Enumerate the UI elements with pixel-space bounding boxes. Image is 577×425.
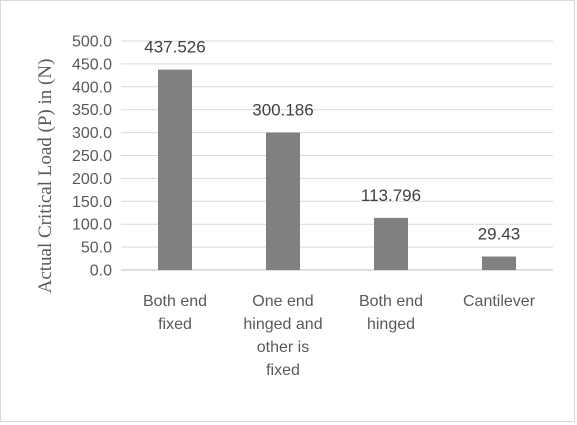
x-tick-label: One end hinged and other is fixed <box>243 293 322 379</box>
x-tick-label: Both end hinged <box>359 293 423 333</box>
y-tick-label: 0.0 <box>90 263 112 280</box>
x-tick-label: Cantilever <box>463 293 536 310</box>
data-labels: 437.526 300.186 113.796 29.43 <box>144 38 520 244</box>
data-label: 437.526 <box>144 38 205 57</box>
y-tick-label: 300.0 <box>72 125 112 142</box>
bar <box>482 256 516 270</box>
y-tick-label: 150.0 <box>72 194 112 211</box>
bars <box>158 69 516 270</box>
y-tick-label: 250.0 <box>72 148 112 165</box>
y-axis-ticks: 0.0 50.0 100.0 150.0 200.0 250.0 300.0 350.0 400… <box>72 34 112 280</box>
y-tick-label: 100.0 <box>72 217 112 234</box>
y-tick-label: 450.0 <box>72 56 112 73</box>
bar <box>158 69 192 270</box>
x-tick-label: Both end fixed <box>143 293 207 333</box>
x-axis-ticks: Both end fixed One end hinged and other is fi… <box>143 293 536 379</box>
bar <box>374 217 408 270</box>
y-tick-label: 200.0 <box>72 171 112 188</box>
data-label: 300.186 <box>252 101 313 120</box>
y-axis-label: Actual Critical Load (P) in (N) <box>35 59 56 294</box>
bar <box>266 132 300 270</box>
data-label: 113.796 <box>361 186 421 205</box>
y-tick-label: 50.0 <box>81 240 112 257</box>
y-tick-label: 400.0 <box>72 79 112 96</box>
y-tick-label: 350.0 <box>72 102 112 119</box>
gridlines <box>121 40 553 271</box>
data-label: 29.43 <box>478 225 521 244</box>
y-tick-label: 500.0 <box>72 34 112 51</box>
